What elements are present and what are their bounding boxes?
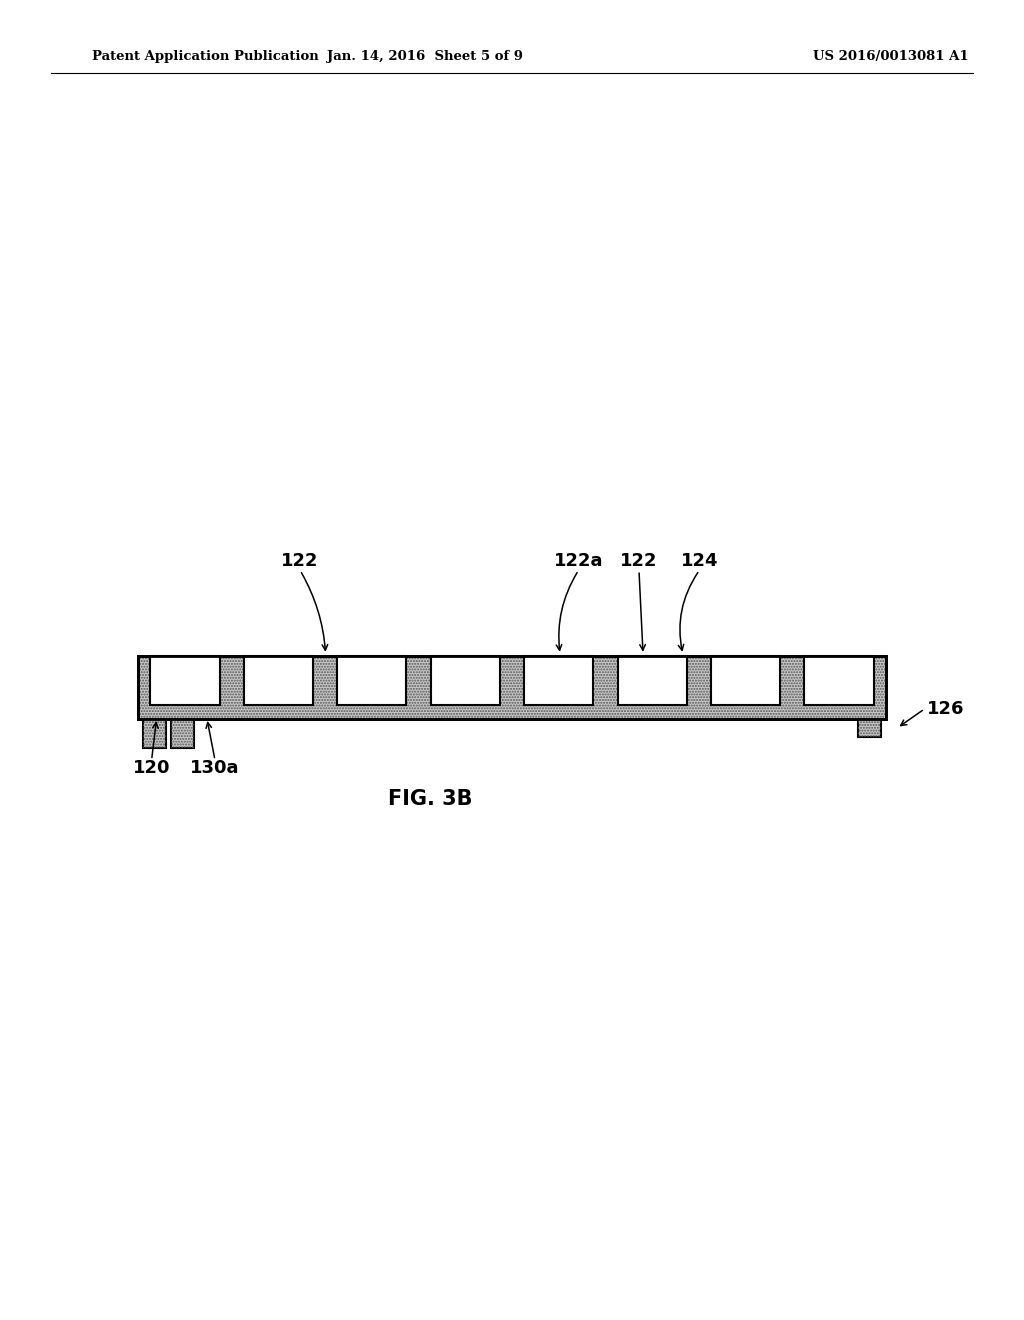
Text: US 2016/0013081 A1: US 2016/0013081 A1 xyxy=(813,50,969,62)
Text: 126: 126 xyxy=(927,700,965,718)
Text: Patent Application Publication: Patent Application Publication xyxy=(92,50,318,62)
Text: 130a: 130a xyxy=(190,759,240,777)
Bar xyxy=(805,656,873,705)
Bar xyxy=(171,719,194,748)
Bar xyxy=(171,719,194,748)
Text: 120: 120 xyxy=(133,759,170,777)
Text: 122a: 122a xyxy=(554,552,603,570)
Bar xyxy=(524,656,593,705)
Bar xyxy=(143,719,166,748)
Bar xyxy=(143,719,166,748)
Bar xyxy=(431,656,500,705)
Bar xyxy=(151,656,219,705)
Bar xyxy=(138,656,886,719)
Bar xyxy=(858,719,881,737)
Text: 122: 122 xyxy=(621,552,657,570)
Text: 124: 124 xyxy=(681,552,718,570)
Text: Jan. 14, 2016  Sheet 5 of 9: Jan. 14, 2016 Sheet 5 of 9 xyxy=(327,50,523,62)
Bar xyxy=(337,656,407,705)
Text: 122: 122 xyxy=(282,552,318,570)
Bar xyxy=(138,656,886,719)
Bar xyxy=(858,719,881,737)
Bar xyxy=(244,656,313,705)
Text: FIG. 3B: FIG. 3B xyxy=(388,788,472,809)
Bar xyxy=(138,656,886,719)
Bar xyxy=(617,656,687,705)
Bar xyxy=(711,656,780,705)
